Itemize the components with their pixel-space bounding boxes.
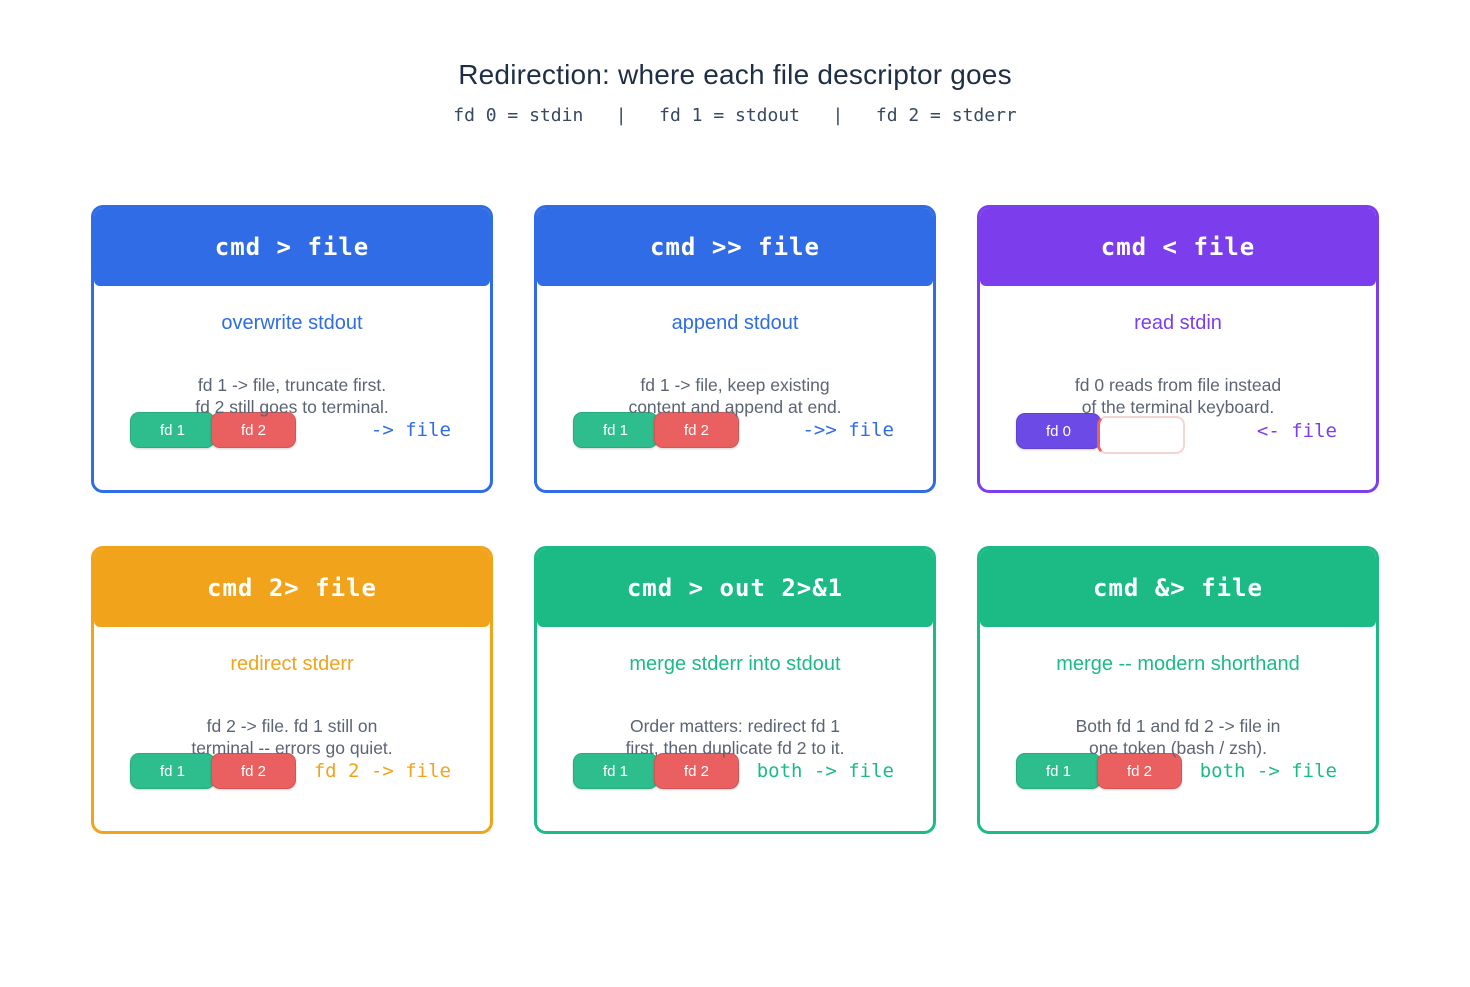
fd2-badge: fd 2 bbox=[211, 412, 296, 448]
fd2-badge: fd 2 bbox=[654, 412, 739, 448]
card-subtitle: merge -- modern shorthand bbox=[1056, 653, 1300, 675]
card-body: read stdin fd 0 <- file fd 0 reads from … bbox=[980, 286, 1376, 490]
arrow-label: fd 2 -> file bbox=[313, 760, 451, 782]
card-body: overwrite stdout fd 1 fd 2 -> file fd 1 … bbox=[94, 286, 490, 490]
fd-legend: fd 0 = stdin | fd 1 = stdout | fd 2 = st… bbox=[453, 105, 1017, 126]
fd-row: fd 0 <- file bbox=[1016, 412, 1337, 454]
card-body: merge stderr into stdout fd 1 fd 2 both … bbox=[537, 627, 933, 831]
arrow-label: both -> file bbox=[756, 760, 894, 782]
card-description: fd 1 -> file, truncate first. fd 2 still… bbox=[94, 374, 490, 418]
card-body: append stdout fd 1 fd 2 ->> file fd 1 ->… bbox=[537, 286, 933, 490]
description-line-2: content and append at end. bbox=[628, 397, 842, 417]
fd-row: fd 1 fd 2 ->> file bbox=[573, 412, 894, 448]
arrow-label: both -> file bbox=[1199, 760, 1337, 782]
description-line-1: fd 1 -> file, keep existing bbox=[640, 375, 830, 395]
description-line-1: fd 0 reads from file instead bbox=[1074, 375, 1282, 395]
card-append-stdout: cmd >> file append stdout fd 1 fd 2 ->> … bbox=[534, 205, 936, 493]
ghost-badge bbox=[1097, 416, 1185, 454]
arrow-label: -> file bbox=[370, 419, 451, 441]
card-redirect-stderr: cmd 2> file redirect stderr fd 1 fd 2 fd… bbox=[91, 546, 493, 834]
card-merge-shorthand: cmd &> file merge -- modern shorthand fd… bbox=[977, 546, 1379, 834]
description-line-2: of the terminal keyboard. bbox=[1081, 397, 1275, 417]
description-line-1: fd 2 -> file. fd 1 still on bbox=[206, 716, 378, 736]
fd-row: fd 1 fd 2 both -> file bbox=[573, 753, 894, 789]
fd1-badge: fd 1 bbox=[130, 412, 215, 448]
card-subtitle: merge stderr into stdout bbox=[629, 653, 841, 675]
command-label: cmd > out 2>&1 bbox=[626, 574, 844, 602]
card-subtitle: redirect stderr bbox=[230, 653, 354, 675]
fd1-badge: fd 1 bbox=[130, 753, 215, 789]
description-line-2: one token (bash / zsh). bbox=[1088, 738, 1268, 758]
description-line-1: Both fd 1 and fd 2 -> file in bbox=[1075, 716, 1281, 736]
card-description: fd 0 reads from file instead of the term… bbox=[980, 374, 1376, 418]
description-line-1: Order matters: redirect fd 1 bbox=[629, 716, 841, 736]
command-label: cmd &> file bbox=[1093, 574, 1263, 602]
card-header: cmd 2> file bbox=[94, 549, 490, 627]
fd-row: fd 1 fd 2 -> file bbox=[130, 412, 451, 448]
fd-row: fd 1 fd 2 fd 2 -> file bbox=[130, 753, 451, 789]
command-label: cmd 2> file bbox=[207, 574, 377, 602]
card-header: cmd >> file bbox=[537, 208, 933, 286]
page-title: Redirection: where each file descriptor … bbox=[458, 59, 1012, 90]
card-description: fd 2 -> file. fd 1 still on terminal -- … bbox=[94, 715, 490, 759]
card-read-stdin: cmd < file read stdin fd 0 <- file fd 0 … bbox=[977, 205, 1379, 493]
card-subtitle: overwrite stdout bbox=[221, 312, 363, 334]
fd2-badge: fd 2 bbox=[211, 753, 296, 789]
cards-grid: cmd > file overwrite stdout fd 1 fd 2 ->… bbox=[0, 205, 1470, 834]
card-header: cmd > file bbox=[94, 208, 490, 286]
command-label: cmd < file bbox=[1100, 233, 1256, 261]
fd1-badge: fd 1 bbox=[573, 412, 658, 448]
card-description: fd 1 -> file, keep existing content and … bbox=[537, 374, 933, 418]
description-line-2: first, then duplicate fd 2 to it. bbox=[625, 738, 845, 758]
card-body: redirect stderr fd 1 fd 2 fd 2 -> file f… bbox=[94, 627, 490, 831]
fd1-badge: fd 1 bbox=[1016, 753, 1101, 789]
fd2-badge: fd 2 bbox=[654, 753, 739, 789]
arrow-label: ->> file bbox=[802, 419, 894, 441]
fd2-badge: fd 2 bbox=[1097, 753, 1182, 789]
description-line-2: fd 2 still goes to terminal. bbox=[195, 397, 389, 417]
card-description: Both fd 1 and fd 2 -> file in one token … bbox=[980, 715, 1376, 759]
card-subtitle: append stdout bbox=[671, 312, 799, 334]
description-line-2: terminal -- errors go quiet. bbox=[191, 738, 393, 758]
description-line-1: fd 1 -> file, truncate first. bbox=[197, 375, 387, 395]
card-header: cmd < file bbox=[980, 208, 1376, 286]
fd0-badge: fd 0 bbox=[1016, 413, 1101, 449]
fd1-badge: fd 1 bbox=[573, 753, 658, 789]
command-label: cmd >> file bbox=[650, 233, 820, 261]
card-header: cmd &> file bbox=[980, 549, 1376, 627]
card-description: Order matters: redirect fd 1 first, then… bbox=[537, 715, 933, 759]
fd-row: fd 1 fd 2 both -> file bbox=[1016, 753, 1337, 789]
card-overwrite-stdout: cmd > file overwrite stdout fd 1 fd 2 ->… bbox=[91, 205, 493, 493]
card-body: merge -- modern shorthand fd 1 fd 2 both… bbox=[980, 627, 1376, 831]
command-label: cmd > file bbox=[214, 233, 370, 261]
card-merge-stderr-stdout: cmd > out 2>&1 merge stderr into stdout … bbox=[534, 546, 936, 834]
card-subtitle: read stdin bbox=[1134, 312, 1222, 334]
card-header: cmd > out 2>&1 bbox=[537, 549, 933, 627]
arrow-label: <- file bbox=[1256, 420, 1337, 442]
